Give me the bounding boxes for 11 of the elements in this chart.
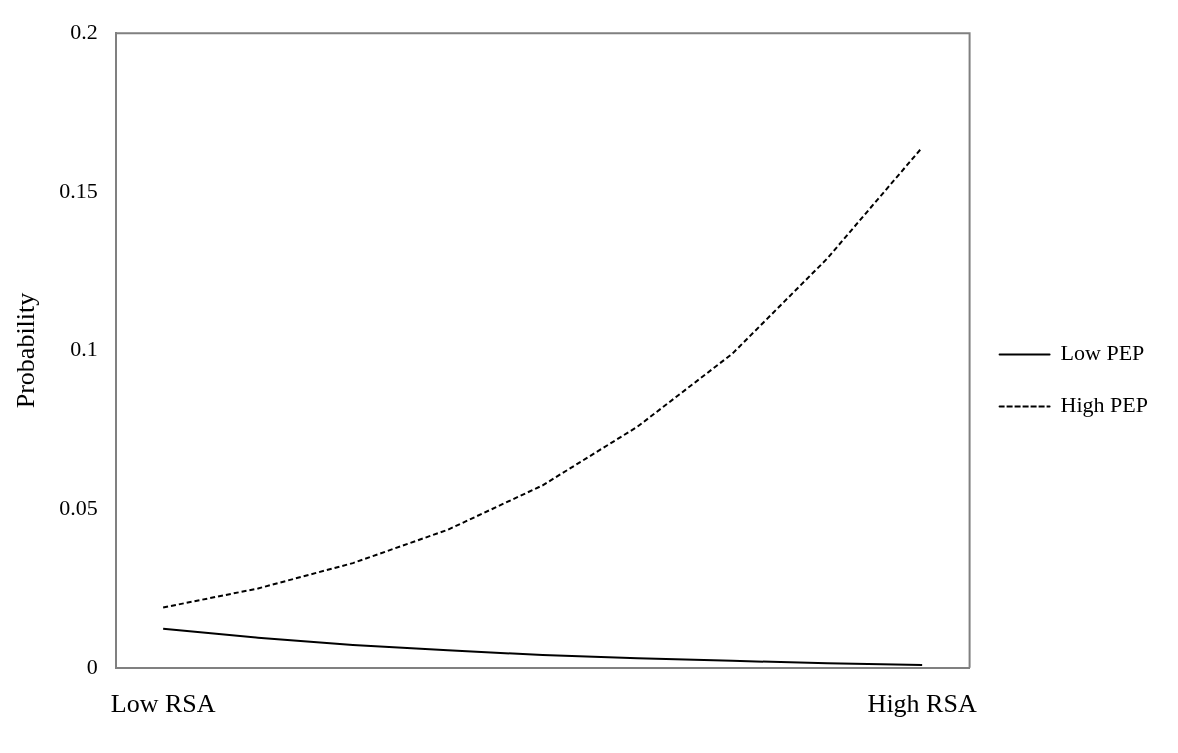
y-axis-title: Probability (11, 292, 41, 409)
y-tick-label: 0.1 (70, 336, 98, 362)
x-tick-label: High RSA (867, 689, 977, 719)
legend-label: High PEP (1060, 392, 1149, 418)
line-series (162, 146, 924, 609)
y-tick-label: 0.2 (70, 18, 98, 44)
y-tick-label: 0 (86, 653, 98, 679)
y-tick-label: 0.15 (59, 177, 98, 203)
x-tick-label: Low RSA (110, 689, 216, 719)
legend-label: Low PEP (1060, 340, 1145, 366)
y-tick-label: 0.05 (59, 494, 98, 520)
